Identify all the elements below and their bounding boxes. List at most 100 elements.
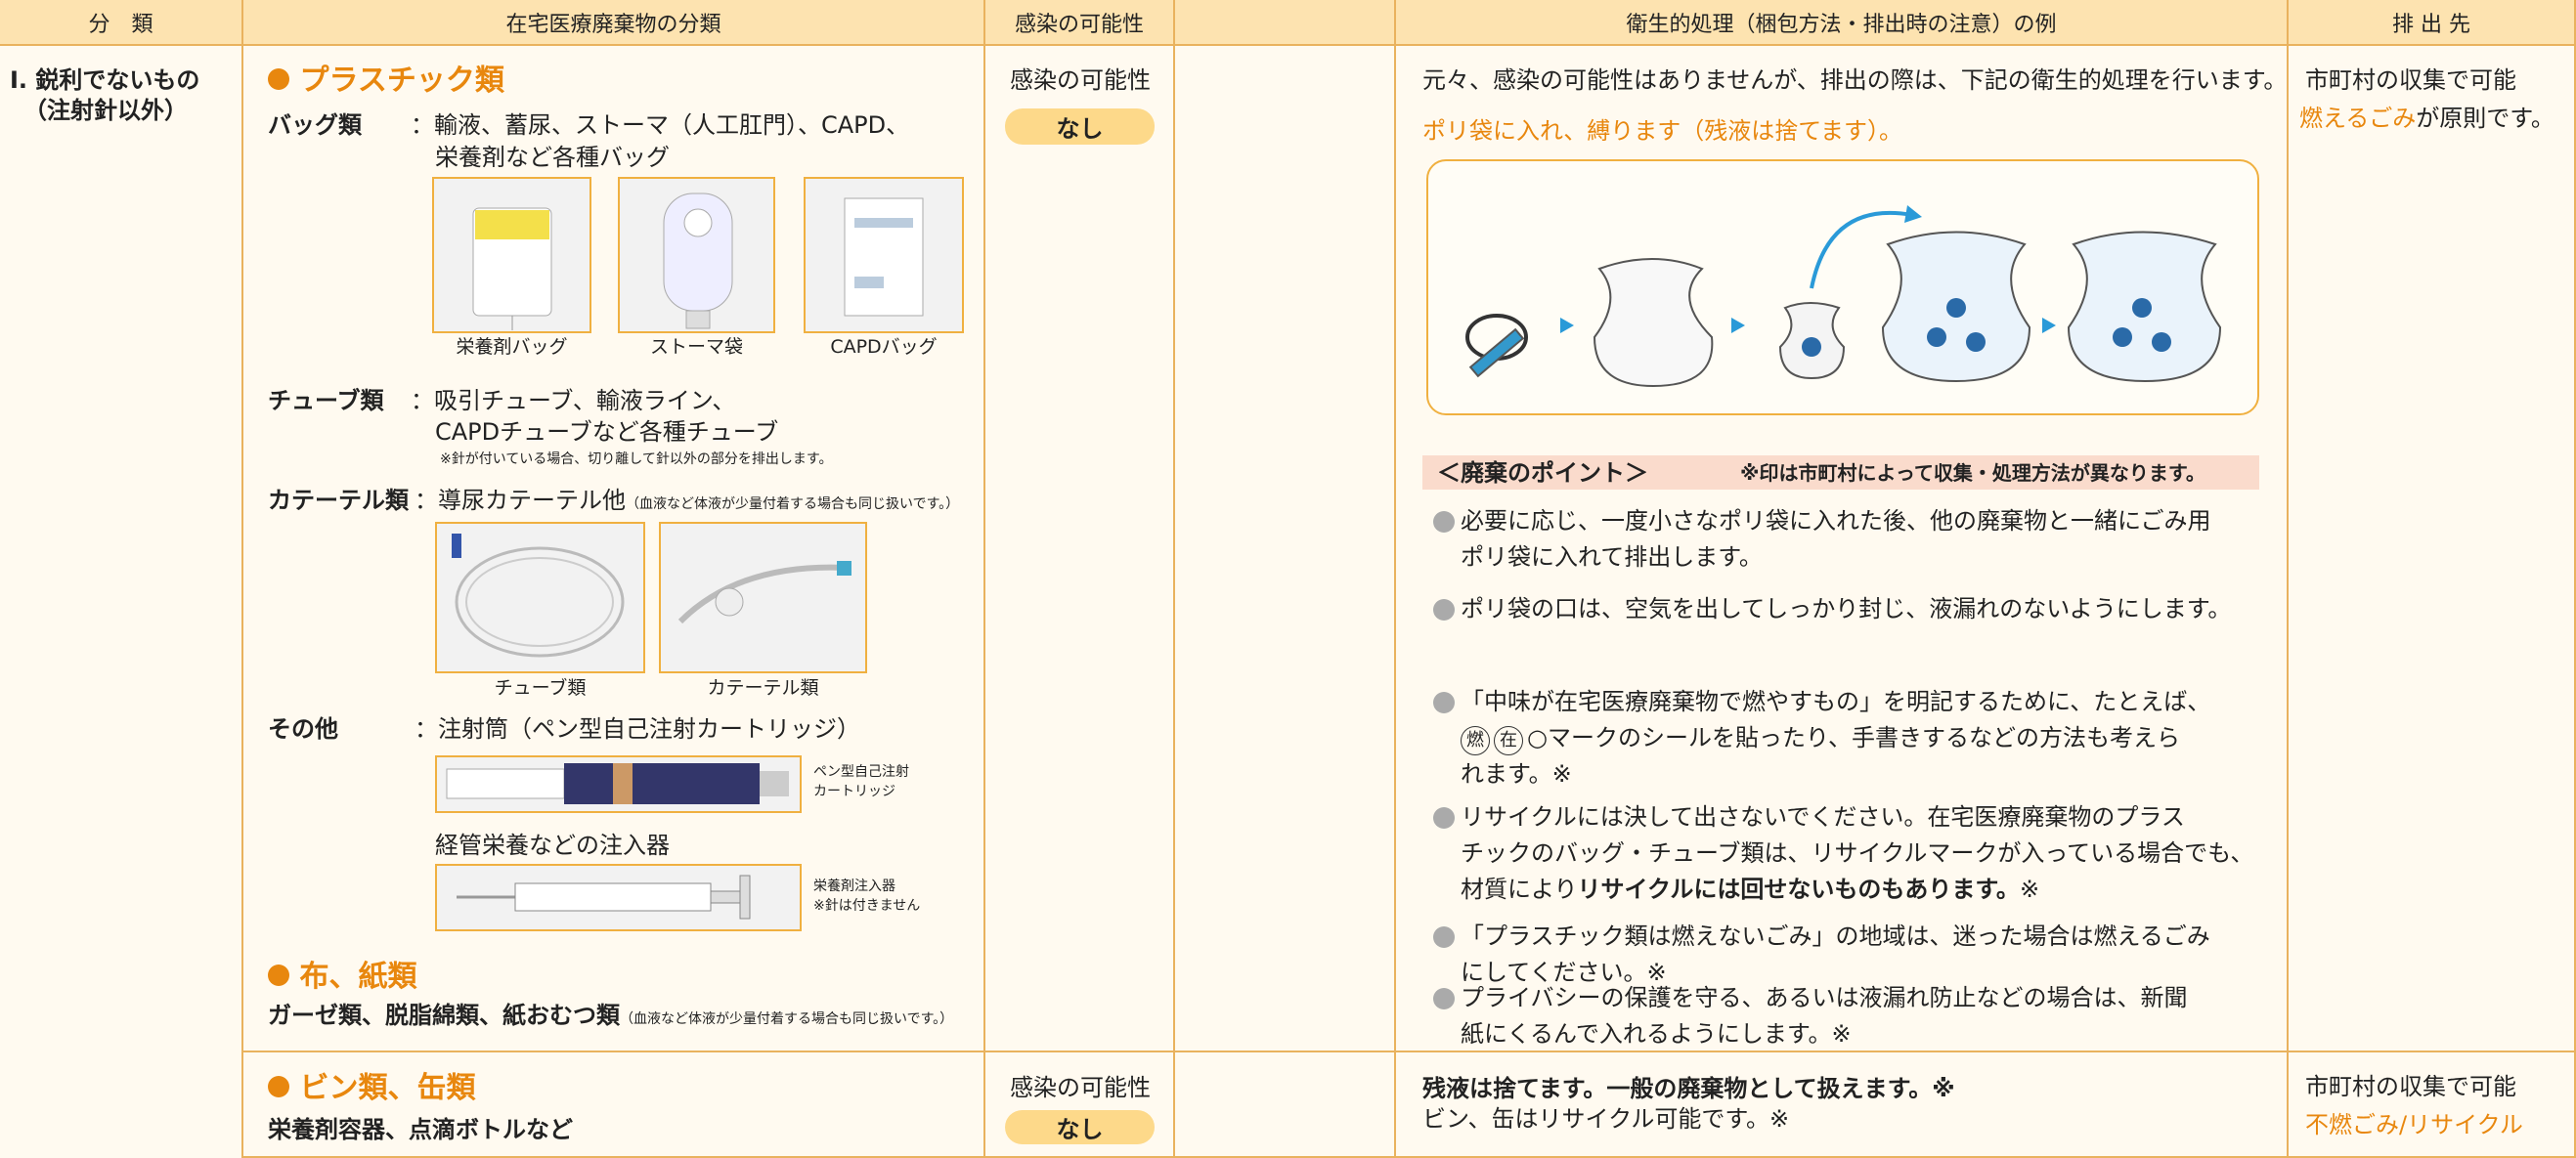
note: （血液など体液が少量付着する場合も同じ扱いです。） [626, 496, 960, 512]
section-heading: ビン類、缶類 [268, 1074, 475, 1103]
point-line: プライバシーの保護を守る、あるいは液漏れ防止などの場合は、新聞 [1461, 980, 2188, 1016]
cell [1175, 46, 1396, 1052]
item-text: 栄養剤など各種バッグ [435, 144, 670, 171]
illustration [1465, 205, 2222, 388]
header-cell: 感染の可能性 [985, 0, 1175, 46]
point-line: チックのバッグ・チューブ類は、リサイクルマークが入っている場合でも、 [1461, 836, 2253, 872]
points-header [1422, 455, 2259, 490]
point-text: プライバシーの保護を守る、あるいは液漏れ防止などの場合は、新聞 [1461, 984, 2188, 1011]
image [435, 755, 802, 813]
point-line: 材質によりリサイクルには回せないものもあります。※ [1461, 872, 2253, 908]
category: （注射針以外） [23, 97, 188, 124]
point-text: リサイクルには決して出さないでください。在宅医療廃棄物のプラス [1461, 803, 2185, 831]
item-label: バッグ類 [268, 111, 362, 139]
item-text: ：輸液、蓄尿、ストーマ（人工肛門）、CAPD、 [411, 111, 910, 139]
illustration [452, 534, 625, 658]
note: （血液など体液が少量付着する場合も同じ扱いです。） [620, 1011, 954, 1027]
section-heading: 布、紙類 [268, 963, 416, 992]
point: 必要に応じ、一度小さなポリ袋に入れた後、他の廃棄物と一緒にごみ用ポリ袋に入れて排… [1461, 503, 2211, 576]
image-caption: ストーマ袋 [649, 336, 743, 358]
bullet [1433, 692, 1455, 713]
bullet [1433, 599, 1455, 621]
cell [985, 46, 1175, 1052]
header-cell: 在宅医療廃棄物の分類 [243, 0, 985, 46]
highlight: 燃えるごみ [2299, 105, 2417, 132]
header-text: 排 出 先 [2392, 12, 2470, 37]
item-text: CAPDチューブなど各種チューブ [435, 418, 779, 446]
point-text: ※ [2019, 876, 2040, 903]
point-line: リサイクルには決して出さないでください。在宅医療廃棄物のプラス [1461, 799, 2253, 836]
illustration [457, 875, 751, 920]
point-text: ポリ袋に入れて排出します。 [1461, 543, 1763, 571]
heading-text: プラスチック類 [299, 64, 504, 98]
point-line: ポリ袋に入れて排出します。 [1461, 539, 2211, 576]
illustration [472, 207, 552, 330]
point-line: れます。※ [1461, 756, 2210, 793]
header-cell [1175, 0, 1396, 46]
caption-line: 栄養剤注入器 [813, 879, 895, 894]
item-text: ガーゼ類、脱脂綿類、紙おむつ類（血液など体液が少量付着する場合も同じ扱いです。） [268, 1004, 953, 1027]
point-text: チックのバッグ・チューブ類は、リサイクルマークが入っている場合でも、 [1461, 839, 2254, 867]
section-heading: プラスチック類 [268, 66, 504, 96]
point-line: 燃在 ○マークのシールを貼ったり、手書きするなどの方法も考えら [1461, 720, 2210, 756]
item-text: ：導尿カテーテル他 [415, 487, 626, 514]
point-line: 「プラスチック類は燃えないごみ」の地域は、迷った場合は燃えるごみ [1461, 919, 2210, 955]
infection-value: なし [1005, 1110, 1155, 1144]
caption-line: ペン型自己注射 [813, 764, 909, 780]
point-text: にしてください。※ [1461, 959, 1667, 986]
heading-text: 布、紙類 [299, 960, 417, 994]
image [435, 864, 802, 931]
point: ポリ袋の口は、空気を出してしっかり封じ、液漏れのないようにします。 [1461, 591, 2231, 627]
point-line: ポリ袋の口は、空気を出してしっかり封じ、液漏れのないようにします。 [1461, 591, 2231, 627]
point-text: れます。※ [1461, 760, 1572, 788]
item-label: カテーテル類 [268, 487, 409, 514]
point-line: 必要に応じ、一度小さなポリ袋に入れた後、他の廃棄物と一緒にごみ用 [1461, 503, 2211, 539]
value-text: なし [1056, 115, 1104, 143]
header-cell: 分 類 [0, 0, 243, 46]
bullet [1433, 511, 1455, 533]
header-text: 在宅医療廃棄物の分類 [505, 12, 721, 37]
caption-line: ※針は付きません [813, 898, 921, 914]
illustration [663, 193, 733, 329]
handling-text: 元々、感染の可能性はありませんが、排出の際は、下記の衛生的処理を行います。 [1422, 66, 2288, 94]
item-text: ：吸引チューブ、輸液ライン、 [411, 387, 736, 414]
image [618, 177, 775, 333]
image-caption: カテーテル類 [707, 677, 819, 699]
image [659, 522, 867, 673]
header-cell: 排 出 先 [2289, 0, 2576, 46]
illustration [844, 197, 924, 317]
item-text: ：導尿カテーテル他（血液など体液が少量付着する場合も同じ扱いです。） [415, 489, 959, 512]
header-text: 分 類 [88, 12, 153, 37]
item-text: ：注射筒（ペン型自己注射カートリッジ） [415, 715, 860, 743]
infection-label: 感染の可能性 [1010, 1074, 1151, 1101]
handling-text: 残液は捨てます。一般の廃棄物として扱えます。※ [1422, 1075, 1955, 1102]
header-cell: 衛生的処理（梱包方法・排出時の注意）の例 [1396, 0, 2289, 46]
illustration [677, 561, 851, 624]
item-text: 栄養剤容器、点滴ボトルなど [268, 1116, 573, 1143]
cell [243, 46, 985, 1052]
cell [0, 46, 243, 1158]
point: 「プラスチック類は燃えないごみ」の地域は、迷った場合は燃えるごみにしてください。… [1461, 919, 2210, 991]
point-line: にしてください。※ [1461, 955, 2210, 991]
point-text: 「中味が在宅医療廃棄物で燃やすもの」を明記するために、たとえば、 [1461, 688, 2211, 715]
note: ※針が付いている場合、切り離して針以外の部分を排出します。 [440, 451, 833, 467]
point-bold: リサイクルには回せないものもあります。 [1577, 876, 2020, 903]
points-title: ＜廃棄のポイント＞ [1437, 459, 1648, 487]
destination: 燃えるごみが原則です。 [2299, 107, 2554, 130]
mark: 在 [1494, 726, 1523, 755]
item-text: ガーゼ類、脱脂綿類、紙おむつ類 [268, 1002, 620, 1029]
infection-label: 感染の可能性 [1010, 66, 1151, 94]
bullet [1433, 926, 1455, 948]
bullet [1433, 807, 1455, 829]
point-text: 材質により [1461, 876, 1578, 903]
infection-value: なし [1005, 108, 1155, 145]
image-caption: 栄養剤バッグ [456, 336, 568, 358]
illustration [446, 763, 789, 804]
point: リサイクルには決して出さないでください。在宅医療廃棄物のプラスチックのバッグ・チ… [1461, 799, 2253, 908]
image [804, 177, 964, 333]
image-caption: チューブ類 [494, 677, 587, 699]
bullet [1433, 988, 1455, 1009]
point-line: 「中味が在宅医療廃棄物で燃やすもの」を明記するために、たとえば、 [1461, 684, 2210, 720]
image [432, 177, 591, 333]
